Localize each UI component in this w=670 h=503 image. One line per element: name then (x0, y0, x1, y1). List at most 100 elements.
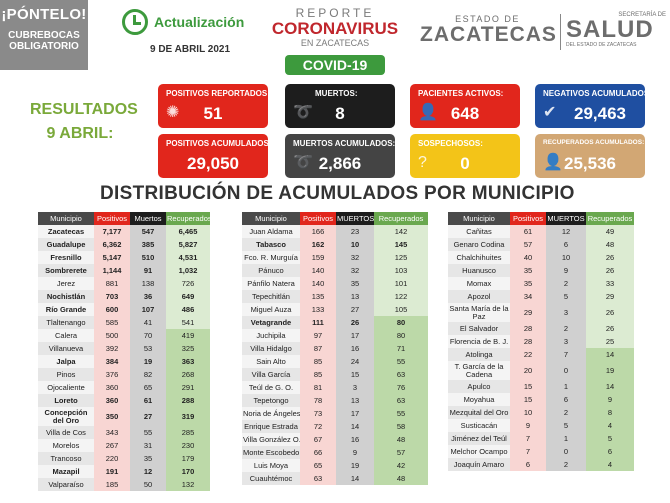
column-header: Positivos (94, 212, 130, 225)
muertos-cell: 3 (546, 335, 586, 348)
positivos-cell: 29 (510, 303, 546, 322)
muertos-cell: 107 (130, 303, 166, 316)
muertos-cell: 6 (546, 238, 586, 251)
card-label: POSITIVOS REPORTADOS : (166, 89, 268, 98)
table-row: Noria de Ángeles 73 17 55 (242, 407, 428, 420)
muertos-cell: 35 (336, 277, 374, 290)
card-value: 0 (460, 154, 470, 173)
recuperados-cell: 49 (586, 225, 634, 238)
positivos-cell: 140 (300, 277, 336, 290)
ribbon-icon: ➰ (293, 104, 313, 121)
muertos-cell: 26 (336, 316, 374, 329)
recuperados-cell: 419 (166, 329, 210, 342)
check-badge-icon: ✔ (543, 104, 557, 121)
recuperados-cell: 25 (586, 335, 634, 348)
recuperados-cell: 101 (374, 277, 428, 290)
positivos-cell: 67 (300, 433, 336, 446)
municipio-cell: Mezquital del Oro (448, 406, 510, 419)
table-header: Municipio Positivos Muertos Recuperados (38, 212, 210, 225)
muertos-cell: 3 (336, 381, 374, 394)
column-header: Municipio (242, 212, 300, 225)
results-line2: 9 ABRIL: (46, 125, 114, 142)
municipio-cell: Monte Escobedo (242, 446, 300, 459)
municipio-cell: Atolinga (448, 348, 510, 361)
muertos-cell: 14 (336, 472, 374, 485)
card-label: MUERTOS ACUMULADOS: (293, 139, 395, 148)
recuperados-cell: 48 (374, 433, 428, 446)
recuperados-cell: 26 (586, 303, 634, 322)
card-positivos-acumulados: POSITIVOS ACUMULADOS: 29,050 (158, 134, 268, 178)
muertos-cell: 70 (130, 329, 166, 342)
table-row: Santa María de la Paz 29 3 26 (448, 303, 634, 322)
reporte-text: REPORTE (295, 6, 375, 20)
positivos-cell: 40 (510, 251, 546, 264)
muertos-cell: 1 (546, 380, 586, 393)
muertos-cell: 82 (130, 368, 166, 381)
muertos-cell: 53 (130, 342, 166, 355)
recuperados-cell: 55 (374, 355, 428, 368)
table-row: Jerez 881 138 726 (38, 277, 210, 290)
muertos-cell: 6 (546, 393, 586, 406)
recuperados-cell: 230 (166, 439, 210, 452)
muertos-cell: 10 (336, 238, 374, 251)
update-badge: Actualización (122, 7, 244, 37)
positivos-cell: 191 (94, 465, 130, 478)
municipio-cell: Chalchihuites (448, 251, 510, 264)
positivos-cell: 5,147 (94, 251, 130, 264)
municipio-cell: Florencia de B. J. (448, 335, 510, 348)
table-row: Villanueva 392 53 325 (38, 342, 210, 355)
positivos-cell: 63 (300, 472, 336, 485)
table-row: Huanusco 35 9 26 (448, 264, 634, 277)
positivos-cell: 97 (300, 329, 336, 342)
positivos-cell: 81 (300, 381, 336, 394)
recuperados-cell: 9 (586, 393, 634, 406)
column-header: Municipio (38, 212, 94, 225)
municipio-cell: Noria de Ángeles (242, 407, 300, 420)
positivos-cell: 10 (510, 406, 546, 419)
positivos-cell: 6 (510, 458, 546, 471)
positivos-cell: 35 (510, 264, 546, 277)
municipio-cell: Tabasco (242, 238, 300, 251)
recuperados-cell: 103 (374, 264, 428, 277)
muertos-cell: 7 (546, 348, 586, 361)
muertos-cell: 16 (336, 342, 374, 355)
obligatorio-text: OBLIGATORIO (9, 41, 79, 52)
recuperados-cell: 42 (374, 459, 428, 472)
card-value: 648 (450, 104, 480, 123)
recuperados-cell: 4 (586, 458, 634, 471)
muertos-cell: 61 (130, 394, 166, 407)
recuperados-cell: 132 (166, 478, 210, 491)
municipio-cell: Luis Moya (242, 459, 300, 472)
table-row: Moyahua 15 6 9 (448, 393, 634, 406)
positivos-cell: 85 (300, 368, 336, 381)
recuperados-cell: 4,531 (166, 251, 210, 264)
table-row: Tlaltenango 585 41 541 (38, 316, 210, 329)
muertos-cell: 2 (546, 458, 586, 471)
question-icon: ? (418, 154, 427, 171)
table-row: Joaquín Amaro 6 2 4 (448, 458, 634, 471)
positivos-cell: 85 (300, 355, 336, 368)
recuperados-cell: 48 (374, 472, 428, 485)
card-muertos: MUERTOS: ➰ 8 (285, 84, 395, 128)
positivos-cell: 57 (510, 238, 546, 251)
table-row: Fresnillo 5,147 510 4,531 (38, 251, 210, 264)
municipio-cell: Guadalupe (38, 238, 94, 251)
table-header: Municipio Positivos MUERTOS Recuperados (448, 212, 634, 225)
table-row: Valparaíso 185 50 132 (38, 478, 210, 491)
clock-icon (122, 9, 148, 35)
recuperados-cell: 105 (374, 303, 428, 316)
recuperados-cell: 80 (374, 316, 428, 329)
table-row: Villa Hidalgo 87 16 71 (242, 342, 428, 355)
results-heading: RESULTADOS 9 ABRIL: (30, 98, 138, 146)
table-row: Zacatecas 7,177 547 6,465 (38, 225, 210, 238)
municipality-table-3: Municipio Positivos MUERTOS Recuperados Cañ… (448, 212, 634, 471)
recuperados-cell: 179 (166, 452, 210, 465)
recuperados-cell: 80 (374, 329, 428, 342)
recuperados-cell: 363 (166, 355, 210, 368)
table-row: Calera 500 70 419 (38, 329, 210, 342)
table-row: Atolinga 22 7 14 (448, 348, 634, 361)
table-row: Loreto 360 61 288 (38, 394, 210, 407)
muertos-cell: 91 (130, 264, 166, 277)
mask-mandatory-banner: ¡PÓNTELO! CUBREBOCAS OBLIGATORIO (0, 0, 88, 70)
recuperados-cell: 5,827 (166, 238, 210, 251)
